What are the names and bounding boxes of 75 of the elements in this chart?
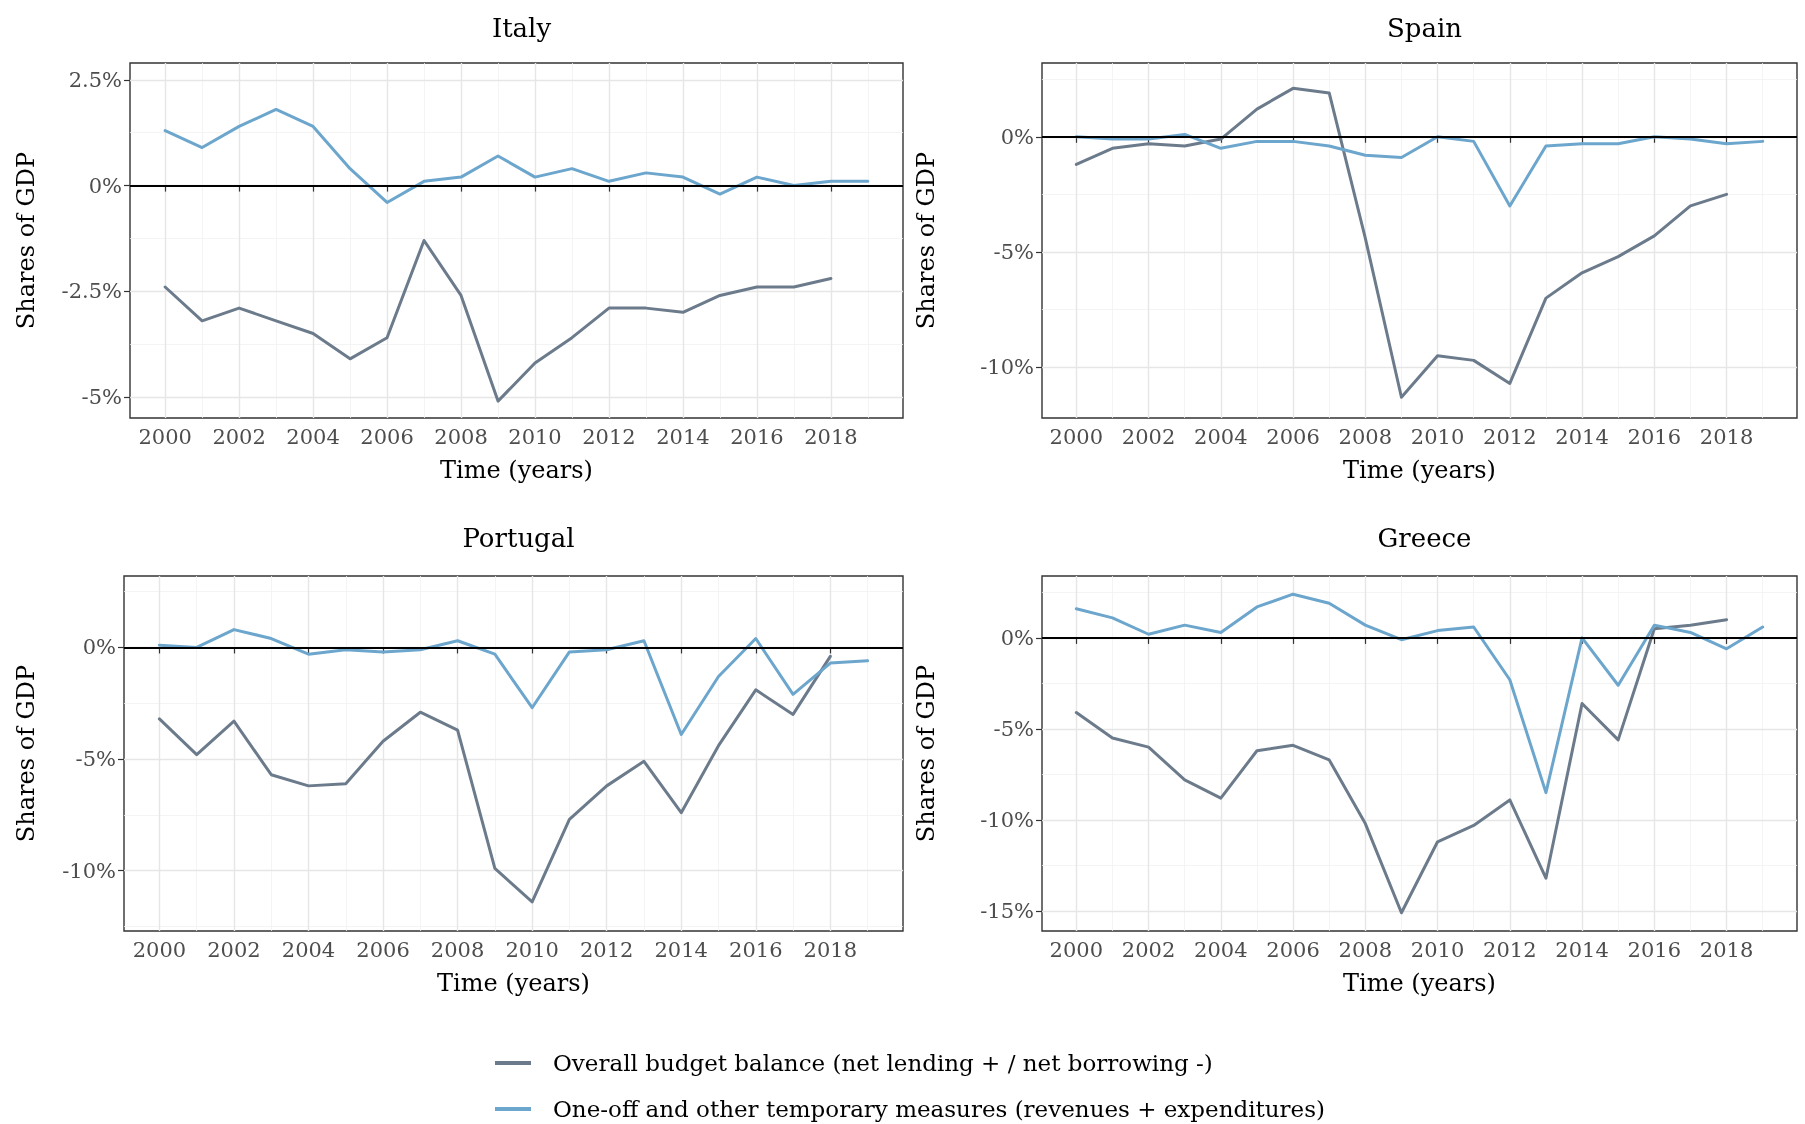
x-tick-label: 2010 [508, 424, 562, 449]
line-series [1074, 86, 1729, 399]
x-tick-label: 2006 [356, 937, 410, 962]
x-tick-label: 2008 [434, 424, 488, 449]
x-tick-label: 2014 [1555, 937, 1609, 962]
x-tick-label: 2016 [1627, 937, 1682, 962]
x-tick-label: 2000 [138, 424, 192, 449]
x-tick-label: 2012 [582, 424, 636, 449]
y-tick-label: 2.5% [68, 67, 122, 92]
x-tick-label: 2012 [579, 937, 634, 962]
x-tick-label: 2002 [1121, 937, 1176, 962]
y-tick-label: -10% [62, 858, 116, 883]
line-series [1074, 592, 1765, 795]
x-tick-label: 2008 [1338, 424, 1393, 449]
x-tick-label: 2006 [1266, 937, 1320, 962]
y-tick-label: 0% [88, 173, 122, 198]
x-tick-label: 2012 [1483, 424, 1537, 449]
x-tick-label: 2012 [1483, 937, 1537, 962]
y-tick-label: -5% [81, 384, 122, 409]
x-tick-label: 2002 [1121, 424, 1176, 449]
x-tick-label: 2018 [803, 937, 858, 962]
legend-label: Overall budget balance (net lending + / net borrowing -) [553, 1050, 1213, 1076]
x-tick-label: 2004 [1194, 937, 1248, 962]
x-tick-label: 2000 [1049, 937, 1104, 962]
x-tick-label: 2004 [281, 937, 336, 962]
x-tick-label: 2004 [286, 424, 340, 449]
y-tick-label: -15% [980, 898, 1034, 923]
line-series [163, 239, 833, 403]
line-series [1074, 618, 1729, 915]
y-tick-label: -2.5% [61, 279, 122, 304]
y-tick-label: 0% [1000, 625, 1034, 650]
x-tick-label: 2006 [360, 424, 414, 449]
x-axis-title: Time (years) [1343, 456, 1496, 484]
y-tick-label: 0% [82, 635, 116, 660]
x-axis-title: Time (years) [1343, 969, 1496, 997]
line-series [157, 654, 832, 904]
x-tick-label: 2018 [804, 424, 858, 449]
x-tick-label: 2018 [1699, 424, 1754, 449]
chart-title: Greece [1377, 523, 1472, 553]
x-tick-label: 2004 [1194, 424, 1248, 449]
x-tick-label: 2008 [1338, 937, 1393, 962]
y-axis-title: Shares of GDP [12, 664, 40, 843]
x-tick-label: 2010 [1410, 937, 1465, 962]
y-axis-title: Shares of GDP [912, 151, 940, 330]
x-tick-label: 2010 [1410, 424, 1465, 449]
legend-label: One-off and other temporary measures (revenues + expenditures) [553, 1096, 1326, 1122]
x-tick-label: 2010 [505, 937, 559, 962]
x-tick-label: 2000 [132, 937, 187, 962]
y-tick-label: -10% [980, 355, 1034, 380]
x-tick-label: 2014 [654, 937, 708, 962]
x-tick-label: 2006 [1266, 424, 1320, 449]
chart-title: Spain [1386, 13, 1463, 43]
line-series [157, 628, 870, 737]
chart-title: Portugal [462, 523, 575, 553]
x-tick-label: 2002 [212, 424, 266, 449]
x-tick-label: 2016 [729, 937, 783, 962]
x-tick-label: 2014 [656, 424, 710, 449]
y-axis-title: Shares of GDP [12, 151, 40, 330]
chart-title: Italy [491, 13, 552, 43]
y-tick-label: 0% [1000, 124, 1034, 149]
x-tick-label: 2016 [1627, 424, 1682, 449]
y-tick-label: -5% [993, 240, 1034, 265]
x-tick-label: 2014 [1555, 424, 1609, 449]
y-tick-label: -10% [980, 807, 1034, 832]
x-tick-label: 2000 [1049, 424, 1104, 449]
y-tick-label: -5% [993, 716, 1034, 741]
line-series [163, 107, 870, 204]
x-tick-label: 2008 [430, 937, 485, 962]
x-axis-title: Time (years) [440, 456, 593, 484]
x-tick-label: 2016 [730, 424, 784, 449]
x-axis-title: Time (years) [437, 969, 590, 997]
y-tick-label: -5% [75, 747, 116, 772]
x-tick-label: 2018 [1699, 937, 1754, 962]
x-tick-label: 2002 [207, 937, 261, 962]
y-axis-title: Shares of GDP [912, 664, 940, 843]
